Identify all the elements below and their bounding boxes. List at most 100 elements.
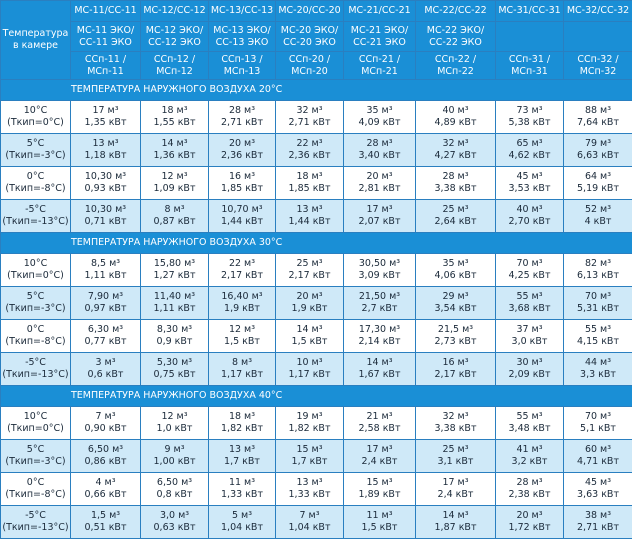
- volume: 73 м³: [516, 105, 543, 116]
- value-cell: 15 м³ 1,89 кВт: [343, 472, 416, 506]
- power: 5,31 кВт: [577, 303, 619, 314]
- value-cell: 17 м³ 1,35 кВт: [70, 100, 141, 134]
- eco-header: МС-22 ЭКО/ СС-22 ЭКО: [415, 21, 496, 52]
- power: 2,71 кВт: [221, 117, 263, 128]
- value-cell: 18 м³ 1,85 кВт: [275, 166, 344, 200]
- value-cell: 73 м³ 5,38 кВт: [495, 100, 564, 134]
- power: 2,4 кВт: [437, 489, 474, 500]
- power: 1,44 кВт: [221, 216, 263, 227]
- value-cell: 37 м³ 3,0 кВт: [495, 319, 564, 353]
- volume: 1,5 м³: [90, 510, 121, 521]
- volume: 52 м³: [584, 204, 612, 215]
- power: 1,33 кВт: [288, 489, 331, 500]
- volume: 12 м³: [161, 171, 188, 182]
- value-cell: 10,70 м³ 1,44 кВт: [208, 199, 276, 233]
- power: 3,09 кВт: [358, 270, 401, 281]
- value-cell: 22 м³ 2,36 кВт: [275, 133, 344, 167]
- boiling-temperature: (Ткип=0°С): [7, 270, 64, 281]
- model-header: МС-21/СС-21: [343, 0, 416, 22]
- volume: 16,40 м³: [221, 291, 263, 302]
- power: 1,7 кВт: [291, 456, 328, 467]
- split-header: ССп-12 / МСп-12: [140, 51, 209, 80]
- power: 2,58 кВт: [358, 423, 401, 434]
- eco-header: МС-12 ЭКО/ СС-12 ЭКО: [140, 21, 209, 52]
- volume: 3 м³: [95, 357, 116, 368]
- volume: 13 м³: [228, 444, 256, 455]
- value-cell: 3 м³ 0,6 кВт: [70, 352, 141, 386]
- value-cell: 8,30 м³ 0,9 кВт: [140, 319, 209, 353]
- power: 1,89 кВт: [358, 489, 401, 500]
- volume: 41 м³: [516, 444, 543, 455]
- value-cell: 8,5 м³ 1,11 кВт: [70, 253, 141, 287]
- boiling-temperature: (Ткип=-3°С): [5, 303, 66, 314]
- power: 2,17 кВт: [434, 369, 477, 380]
- value-cell: 9 м³ 1,00 кВт: [140, 439, 209, 473]
- power: 1,9 кВт: [224, 303, 260, 314]
- power: 1,87 кВт: [434, 522, 477, 533]
- model-header: МС-31/СС-31: [495, 0, 564, 22]
- model-name: МС-13/СС-13: [210, 5, 274, 16]
- value-cell: 16,40 м³ 1,9 кВт: [208, 286, 276, 320]
- power: 2,36 кВт: [288, 150, 331, 161]
- eco-name: МС-11 ЭКО/ СС-11 ЭКО: [76, 24, 135, 48]
- value-cell: 7 м³ 0,90 кВт: [70, 406, 141, 440]
- data-row: -5°С (Ткип=-13°С) 10,30 м³ 0,71 кВт 8 м³ 0,87…: [0, 199, 632, 233]
- value-cell: 22 м³ 2,17 кВт: [208, 253, 276, 287]
- section-row: ТЕМПЕРАТУРА НАРУЖНОГО ВОЗДУХА 30°С: [0, 232, 632, 254]
- model-header: МС-22/СС-22: [415, 0, 496, 22]
- value-cell: 70 м³ 5,1 кВт: [563, 406, 632, 440]
- power: 1,0 кВт: [156, 423, 193, 434]
- value-cell: 25 м³ 3,1 кВт: [415, 439, 496, 473]
- section-title: ТЕМПЕРАТУРА НАРУЖНОГО ВОЗДУХА 20°С: [0, 79, 632, 101]
- volume: 28 м³: [442, 171, 469, 182]
- volume: 64 м³: [584, 171, 612, 182]
- value-cell: 11 м³ 1,5 кВт: [343, 505, 416, 539]
- value-cell: 45 м³ 3,53 кВт: [495, 166, 564, 200]
- eco-name: МС-20 ЭКО/ СС-20 ЭКО: [280, 24, 339, 48]
- split-header: ССп-31 / МСп-31: [495, 51, 564, 80]
- volume: 3,0 м³: [159, 510, 190, 521]
- value-cell: 5,30 м³ 0,75 кВт: [140, 352, 209, 386]
- temperature-cell: 0°С (Ткип=-8°С): [0, 472, 71, 506]
- volume: 17,30 м³: [358, 324, 401, 335]
- value-cell: 6,30 м³ 0,77 кВт: [70, 319, 141, 353]
- temperature-cell: 0°С (Ткип=-8°С): [0, 166, 71, 200]
- value-cell: 15 м³ 1,7 кВт: [275, 439, 344, 473]
- power: 1,17 кВт: [221, 369, 263, 380]
- value-cell: 82 м³ 6,13 кВт: [563, 253, 632, 287]
- power: 2,38 кВт: [508, 489, 551, 500]
- header-row: ССп-11 / МСп-11 ССп-12 / МСп-12 ССп-13 / М…: [1, 51, 632, 80]
- power: 2,17 кВт: [288, 270, 331, 281]
- model-header: МС-12/СС-12: [140, 0, 209, 22]
- value-cell: 52 м³ 4 кВт: [563, 199, 632, 233]
- boiling-temperature: (Ткип=-3°С): [5, 456, 66, 467]
- value-cell: 17 м³ 2,07 кВт: [343, 199, 416, 233]
- power: 4,06 кВт: [434, 270, 477, 281]
- value-cell: 35 м³ 4,06 кВт: [415, 253, 496, 287]
- model-name: МС-20/СС-20: [278, 5, 341, 16]
- power: 0,66 кВт: [84, 489, 127, 500]
- value-cell: 1,5 м³ 0,51 кВт: [70, 505, 141, 539]
- split-name: ССп-20 / МСп-20: [288, 53, 331, 77]
- volume: 6,50 м³: [87, 444, 124, 455]
- power: 3,38 кВт: [434, 423, 477, 434]
- value-cell: 16 м³ 1,85 кВт: [208, 166, 276, 200]
- header-text: Температура в камере: [2, 28, 69, 51]
- volume: 11 м³: [228, 477, 256, 488]
- value-cell: 12 м³ 1,5 кВт: [208, 319, 276, 353]
- temperature: 5°С: [26, 291, 45, 302]
- value-cell: 13 м³ 1,18 кВт: [70, 133, 141, 167]
- split-name: ССп-32 / МСп-32: [577, 53, 619, 77]
- eco-header: [563, 21, 632, 52]
- volume: 7 м³: [95, 411, 116, 422]
- split-header: ССп-22 / МСп-22: [415, 51, 496, 80]
- boiling-temperature: (Ткип=-13°С): [2, 522, 69, 533]
- section-title: ТЕМПЕРАТУРА НАРУЖНОГО ВОЗДУХА 40°С: [0, 385, 632, 407]
- temperature-cell: 5°С (Ткип=-3°С): [0, 133, 71, 167]
- boiling-temperature: (Ткип=0°С): [7, 117, 64, 128]
- volume: 55 м³: [584, 324, 612, 335]
- value-cell: 25 м³ 2,17 кВт: [275, 253, 344, 287]
- header-row: МС-11 ЭКО/ СС-11 ЭКО МС-12 ЭКО/ СС-12 ЭКО…: [1, 21, 632, 52]
- volume: 70 м³: [516, 258, 543, 269]
- power: 0,9 кВт: [156, 336, 193, 347]
